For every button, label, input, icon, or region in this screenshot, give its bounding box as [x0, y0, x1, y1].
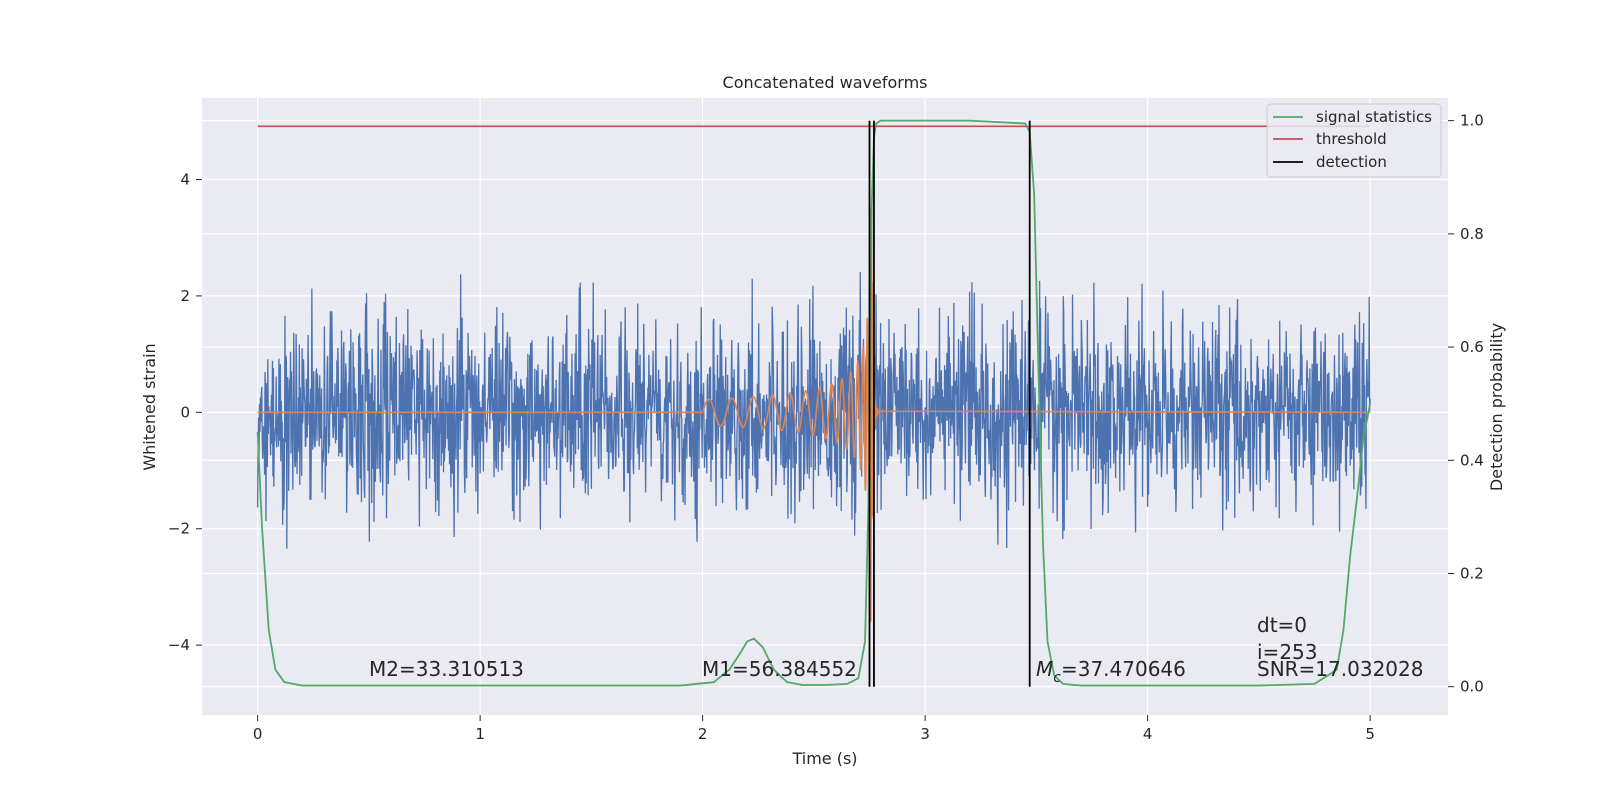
- y-right-tick-label: 0.6: [1460, 338, 1484, 356]
- y-tick-label: 4: [180, 170, 190, 188]
- y-right-tick-label: 0.0: [1460, 678, 1484, 696]
- x-tick-label: 1: [475, 725, 485, 743]
- waveform-line: [257, 207, 1371, 622]
- annotation-mc-value: =37.470646: [1061, 657, 1186, 681]
- legend: signal statistics threshold detection: [1266, 103, 1442, 178]
- legend-box: [1266, 103, 1442, 178]
- annotation-dt: dt=0: [1257, 613, 1307, 637]
- y-right-tick-label: 0.2: [1460, 564, 1484, 582]
- annotation-mc-symbol: M: [1036, 657, 1053, 681]
- x-axis-label: Time (s): [791, 749, 857, 768]
- y-axis-right-label: Detection probability: [1487, 323, 1506, 491]
- annotations: M2=33.310513 M1=56.384552 Mc=37.470646 d…: [369, 613, 1423, 686]
- legend-label-threshold: threshold: [1316, 130, 1387, 148]
- annotation-i: i=253: [1257, 640, 1318, 664]
- x-tick-label: 5: [1365, 725, 1375, 743]
- y-tick-label: 0: [180, 403, 190, 421]
- annotation-snr: SNR=17.032028: [1257, 657, 1423, 681]
- legend-label-signal-statistics: signal statistics: [1316, 108, 1432, 126]
- y-right-tick-label: 0.4: [1460, 451, 1484, 469]
- annotation-m2: M2=33.310513: [369, 657, 524, 681]
- annotation-m1: M1=56.384552: [702, 657, 857, 681]
- axes: 0 1 2 3 4 5 −4 −2 0 2 4 0.0 0.2 0.4 0.6 0.8 1.0: [168, 112, 1484, 743]
- strain-noise-line: [256, 271, 1371, 549]
- legend-label-detection: detection: [1316, 153, 1387, 171]
- y-right-tick-label: 0.8: [1460, 225, 1484, 243]
- x-tick-label: 2: [698, 725, 708, 743]
- x-tick-label: 4: [1143, 725, 1153, 743]
- annotation-mc-subscript: c: [1053, 670, 1061, 686]
- y-tick-label: −4: [168, 636, 190, 654]
- plot-series: [256, 119, 1372, 687]
- y-tick-label: −2: [168, 520, 190, 538]
- chart-title: Concatenated waveforms: [723, 73, 928, 92]
- y-tick-label: 2: [180, 287, 190, 305]
- y-axis-label: Whitened strain: [140, 343, 159, 470]
- x-tick-label: 3: [920, 725, 930, 743]
- annotation-mc: Mc=37.470646: [1036, 657, 1186, 686]
- x-tick-label: 0: [253, 725, 263, 743]
- y-right-tick-label: 1.0: [1460, 112, 1484, 130]
- signal-statistics-line: [256, 119, 1372, 687]
